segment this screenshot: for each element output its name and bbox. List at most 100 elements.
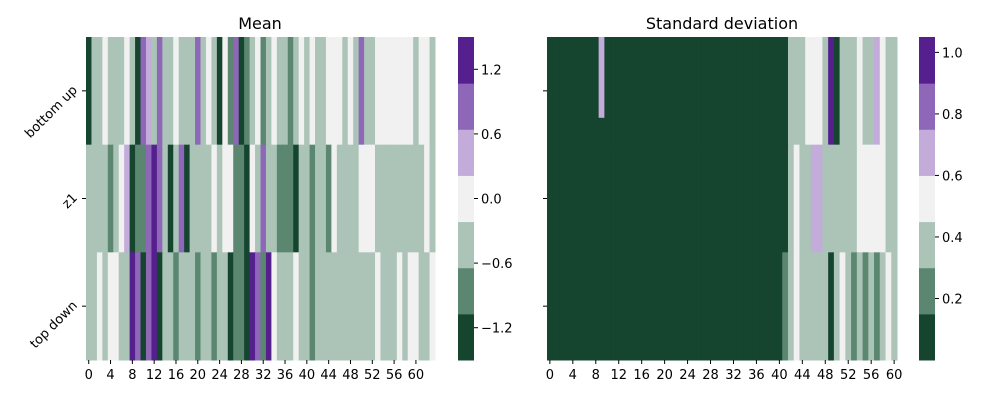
heatmap-cell	[151, 37, 158, 146]
heatmap-cell	[135, 37, 142, 146]
heatmap-cell	[828, 252, 835, 361]
heatmap-cell	[331, 252, 338, 361]
x-tick-label: 44	[320, 368, 337, 383]
heatmap-cell	[129, 37, 136, 146]
colorbar-segment	[458, 267, 474, 315]
heatmap-cell	[331, 37, 338, 146]
heatmap-cell	[145, 144, 152, 253]
heatmap-cell	[747, 252, 755, 361]
heatmap-cell	[293, 37, 300, 146]
heatmap-cell	[424, 252, 431, 361]
heatmap-cell	[598, 37, 605, 118]
heatmap-cell	[879, 37, 887, 146]
heatmap-cell	[364, 144, 371, 253]
heatmap-cell	[358, 37, 365, 146]
heatmap-cell	[765, 144, 772, 253]
heatmap-cell	[650, 252, 657, 361]
heatmap-cell	[336, 252, 343, 361]
heatmap-cell	[249, 144, 256, 253]
colorbar-tick-label: 0.4	[942, 231, 963, 246]
heatmap-cell	[845, 252, 852, 361]
heatmap-cell	[353, 37, 360, 146]
heatmap-cell	[581, 252, 588, 361]
heatmap-cell	[255, 252, 261, 361]
heatmap-cell	[178, 37, 185, 146]
heatmap-cell	[162, 252, 169, 361]
heatmap-cell	[707, 37, 714, 146]
heatmap-cell	[265, 37, 272, 146]
heatmap-cell	[805, 252, 812, 361]
heatmap-cell	[730, 37, 737, 146]
std-colorbar: 1.0 0.8 0.6 0.4 0.2	[919, 37, 963, 361]
heatmap-cell	[765, 37, 772, 146]
heatmap-cell	[776, 37, 783, 146]
heatmap-cell	[627, 144, 634, 253]
x-tick-label: 8	[592, 368, 600, 383]
heatmap-cell	[233, 144, 240, 253]
heatmap-cell	[347, 252, 354, 361]
heatmap-cell	[575, 144, 582, 253]
heatmap-cell	[627, 252, 634, 361]
heatmap-cell	[862, 144, 869, 253]
heatmap-cell	[793, 252, 800, 361]
heatmap-cell	[701, 37, 709, 146]
heatmap-cell	[216, 252, 223, 361]
heatmap-cell	[391, 252, 398, 361]
heatmap-cell	[673, 252, 680, 361]
x-tick-label: 56	[863, 368, 880, 383]
heatmap-cell	[874, 144, 881, 253]
heatmap-cell	[255, 37, 261, 146]
heatmap-cell	[129, 144, 136, 253]
heatmap-cell	[822, 252, 829, 361]
heatmap-cell	[868, 37, 875, 146]
colorbar-tick-label: 0.6	[942, 169, 963, 184]
x-tick-label: 36	[748, 368, 765, 383]
heatmap-cell	[862, 37, 869, 146]
heatmap-cell	[86, 252, 92, 361]
colorbar-segment	[458, 221, 474, 269]
heatmap-cell	[222, 252, 229, 361]
heatmap-cell	[233, 37, 240, 146]
heatmap-cell	[552, 37, 559, 146]
heatmap-cell	[833, 144, 841, 253]
x-tick-label: 12	[146, 368, 163, 383]
heatmap-cell	[828, 144, 835, 253]
colorbar-tick-label: 0.6	[481, 128, 502, 143]
heatmap-cell	[380, 37, 387, 146]
heatmap-cell	[575, 37, 582, 146]
heatmap-cell	[315, 144, 321, 253]
heatmap-cell	[730, 252, 737, 361]
heatmap-cell	[124, 37, 131, 146]
heatmap-cell	[684, 252, 691, 361]
heatmap-cell	[816, 144, 823, 253]
heatmap-cell	[587, 252, 594, 361]
x-tick-label: 4	[106, 368, 114, 383]
heatmap-cell	[260, 144, 267, 253]
heatmap-cell	[885, 252, 892, 361]
heatmap-cell	[145, 252, 152, 361]
heatmap-cell	[587, 37, 594, 146]
heatmap-cell	[205, 252, 212, 361]
heatmap-cell	[839, 37, 846, 146]
heatmap-cell	[598, 117, 605, 146]
heatmap-cell	[547, 37, 554, 146]
heatmap-cell	[851, 37, 858, 146]
colorbar-segment	[919, 83, 935, 130]
heatmap-cell	[558, 252, 565, 361]
heatmap-cell	[118, 37, 125, 146]
heatmap-cell	[402, 37, 409, 146]
heatmap-cell	[216, 144, 223, 253]
heatmap-cell	[173, 144, 180, 253]
x-tick-label: 16	[168, 368, 185, 383]
heatmap-cell	[227, 37, 234, 146]
std-y-ticks	[543, 90, 547, 307]
heatmap-cell	[113, 144, 120, 253]
heatmap-cell	[885, 37, 892, 146]
heatmap-cell	[244, 144, 251, 253]
heatmap-cell	[724, 37, 732, 146]
heatmap-cell	[298, 252, 305, 361]
x-tick-label: 0	[85, 368, 93, 383]
heatmap-cell	[868, 144, 875, 253]
colorbar-segment	[458, 313, 474, 361]
